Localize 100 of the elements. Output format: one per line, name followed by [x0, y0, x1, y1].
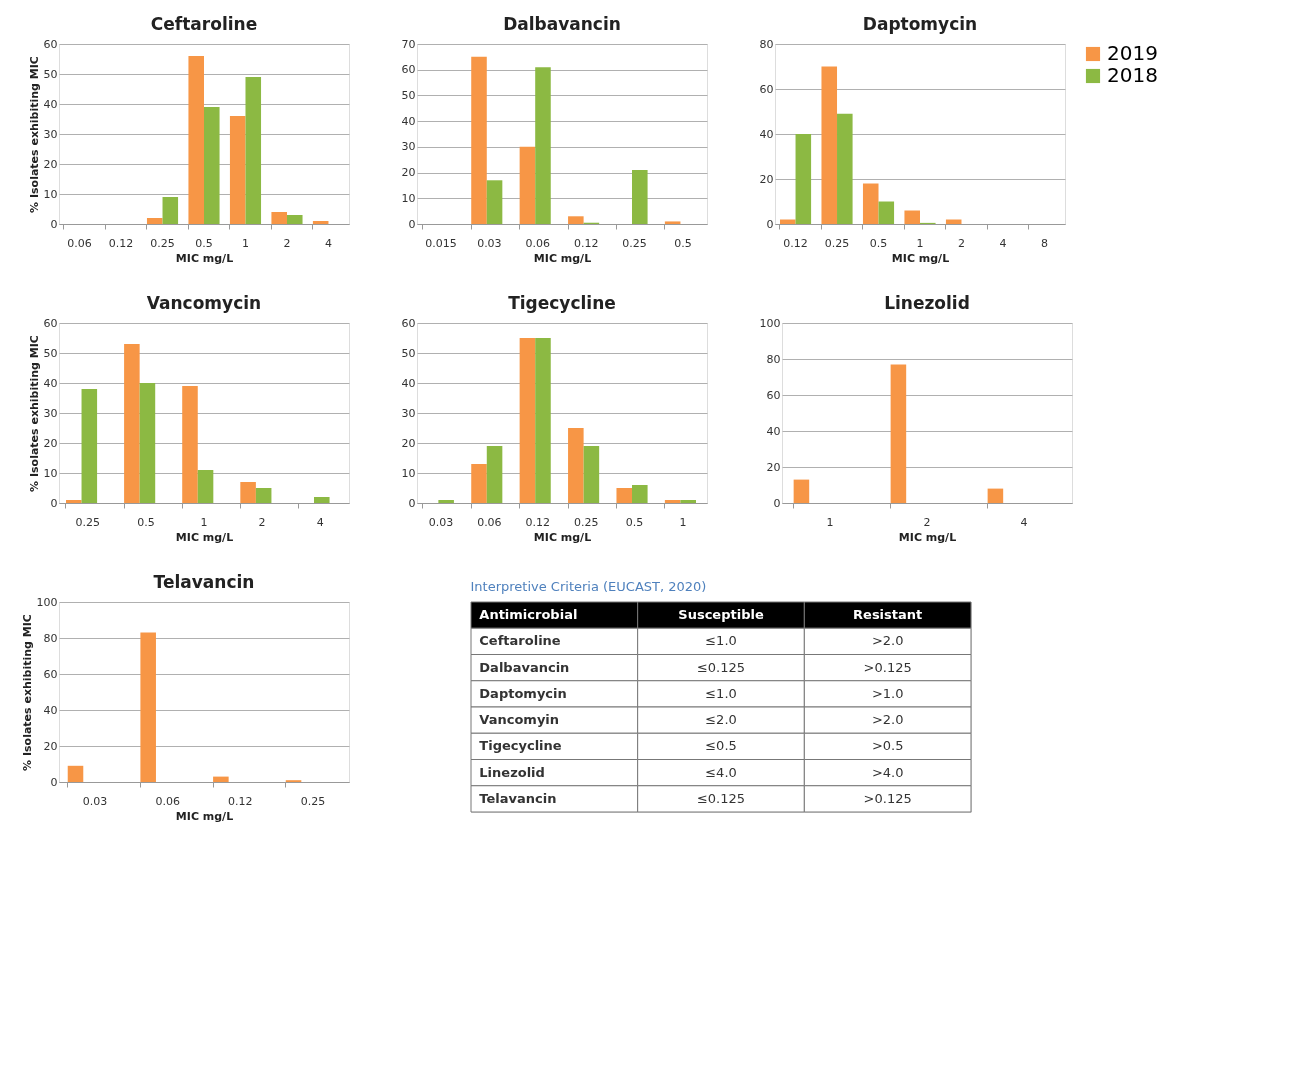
- x-tick-label: 0.25: [573, 515, 599, 529]
- bar: [162, 197, 179, 224]
- x-tick-label: 0.12: [108, 236, 134, 250]
- bar: [821, 66, 838, 224]
- y-tick-label: 20: [401, 436, 416, 450]
- y-tick-label: 80: [766, 352, 781, 366]
- text: ≤2.0: [705, 712, 737, 728]
- category-label: Antimicrobial: [479, 607, 578, 623]
- x-tick-label: 0.015: [425, 236, 457, 250]
- bar: [139, 383, 156, 503]
- x-tick-label: 4: [999, 236, 1007, 250]
- bar: [664, 500, 681, 503]
- y-tick-label: 10: [43, 466, 58, 480]
- y-tick-label: 50: [401, 88, 416, 102]
- y-tick-label: 40: [43, 703, 58, 717]
- category-label: Resistant: [853, 607, 923, 623]
- text: >2.0: [871, 633, 904, 649]
- text: >0.125: [863, 659, 912, 675]
- bar: [583, 446, 600, 503]
- bar: [795, 134, 812, 224]
- y-tick-label: 30: [401, 140, 416, 154]
- x-axis-title: MIC mg/L: [175, 809, 234, 823]
- x-tick-label: 0.5: [674, 236, 692, 250]
- y-tick-label: 80: [43, 631, 58, 645]
- y-tick-label: 60: [43, 667, 58, 681]
- y-tick-label: 10: [401, 466, 416, 480]
- y-tick-label: 40: [401, 376, 416, 390]
- y-tick-label: 10: [401, 191, 416, 205]
- x-tick-label: 0.25: [622, 236, 647, 250]
- bar: [779, 219, 796, 224]
- x-tick-label: 4: [1020, 515, 1028, 529]
- x-tick-label: 2: [283, 236, 291, 250]
- x-tick-label: 0.06: [477, 515, 502, 529]
- y-tick-label: 50: [401, 346, 416, 360]
- x-tick-label: 2: [957, 236, 965, 250]
- y-tick-label: 70: [401, 37, 416, 51]
- x-tick-label: 2: [923, 515, 931, 529]
- x-tick-label: 1: [916, 236, 924, 250]
- x-tick-label: 0.5: [869, 236, 888, 250]
- x-axis-title: MIC mg/L: [891, 251, 950, 265]
- bar: [878, 201, 895, 224]
- bar: [632, 170, 648, 224]
- bar: [486, 446, 503, 503]
- x-tick-label: 0.03: [477, 236, 502, 250]
- y-tick-label: 30: [43, 406, 58, 420]
- chart-title: Tigecycline: [508, 293, 616, 313]
- x-tick-label: 0.06: [525, 236, 551, 250]
- y-tick-label: 60: [759, 82, 774, 96]
- x-tick-label: 0.25: [300, 794, 326, 808]
- y-tick-label: 20: [401, 166, 416, 180]
- bar: [471, 56, 487, 224]
- y-tick-label: 0: [50, 496, 58, 510]
- bar: [535, 338, 551, 503]
- x-tick-label: 0.25: [824, 236, 850, 250]
- bar: [486, 180, 503, 224]
- y-tick-label: 100: [36, 595, 58, 609]
- bar: [793, 479, 810, 503]
- chart-title: Dalbavancin: [503, 14, 621, 34]
- x-tick-label: 0.03: [428, 515, 454, 529]
- bar: [67, 765, 84, 782]
- bar: [632, 485, 648, 503]
- x-axis-title: MIC mg/L: [175, 530, 234, 544]
- x-tick-label: 0.5: [625, 515, 644, 529]
- bar: [140, 632, 156, 782]
- text: >1.0: [871, 685, 904, 701]
- x-tick-label: 0.12: [228, 794, 253, 808]
- chart-title: Linezolid: [884, 293, 970, 313]
- bar: [568, 216, 584, 224]
- text: ≤1.0: [705, 633, 737, 649]
- bar: [987, 488, 1004, 503]
- text: Ceftaroline: [479, 633, 561, 649]
- chart-title: Vancomycin: [146, 293, 262, 313]
- x-tick-label: 8: [1040, 236, 1048, 250]
- bar: [568, 428, 584, 503]
- y-tick-label: 20: [43, 739, 58, 753]
- text: >0.5: [871, 738, 904, 754]
- bar: [904, 210, 920, 224]
- legend-label: 2019: [1107, 41, 1158, 65]
- bar: [519, 338, 536, 503]
- x-tick-label: 0.25: [150, 236, 175, 250]
- y-tick-label: 30: [43, 127, 58, 141]
- text: >2.0: [871, 712, 904, 728]
- x-tick-label: 4: [324, 236, 332, 250]
- text: >4.0: [871, 764, 904, 780]
- legend-label: 2018: [1107, 63, 1158, 87]
- x-tick-label: 0.5: [195, 236, 213, 250]
- bar: [837, 113, 853, 224]
- bar: [229, 116, 246, 224]
- x-tick-label: 0.12: [525, 515, 551, 529]
- text: Interpretive Criteria (EUCAST, 2020): [470, 578, 707, 594]
- bar: [312, 221, 329, 224]
- x-axis-title: MIC mg/L: [175, 251, 234, 265]
- text: ≤4.0: [705, 764, 737, 780]
- y-tick-label: 60: [766, 388, 781, 402]
- x-tick-label: 0.12: [783, 236, 808, 250]
- text: >0.125: [863, 790, 912, 806]
- y-tick-label: 40: [43, 97, 58, 111]
- bar: [314, 497, 330, 503]
- bar: [680, 500, 696, 503]
- y-tick-label: 50: [43, 67, 58, 81]
